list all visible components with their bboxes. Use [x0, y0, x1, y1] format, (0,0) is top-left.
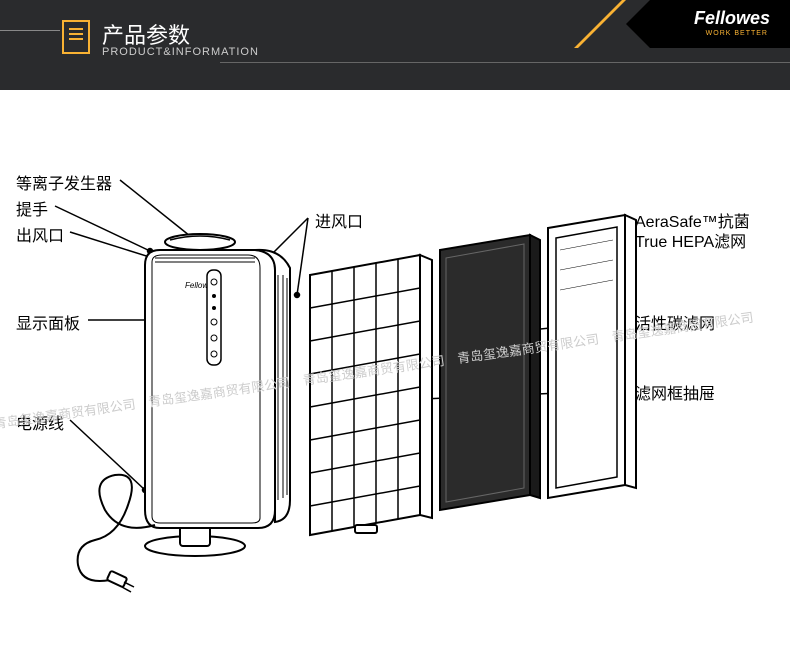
diagram-svg: Fellowes [0, 90, 790, 645]
section-title-en: PRODUCT&INFORMATION [102, 46, 259, 58]
label-carbon: 活性碳滤网 [635, 310, 715, 334]
label-drawer: 滤网框抽屉 [635, 380, 715, 404]
exploded-diagram: Fellowes [0, 90, 790, 645]
hepa-filter [548, 215, 636, 498]
label-ionizer: 等离子发生器 [16, 170, 112, 194]
brand-banner: Fellowes WORK BETTER [650, 0, 790, 48]
header-bar: 产品参数 PRODUCT&INFORMATION Fellowes WORK B… [0, 0, 790, 90]
document-icon [62, 20, 90, 54]
label-air-inlet: 进风口 [315, 208, 363, 232]
brand-tagline: WORK BETTER [706, 30, 768, 37]
header-divider-right [220, 62, 790, 63]
label-power-cord: 电源线 [16, 410, 64, 434]
label-air-outlet: 出风口 [16, 222, 64, 246]
purifier-body: Fellowes [145, 234, 290, 556]
header-divider-left [0, 30, 60, 31]
label-display-panel: 显示面板 [16, 310, 80, 334]
filter-drawer [310, 255, 432, 535]
brand-logo-text: Fellowes [694, 8, 770, 29]
carbon-filter [440, 235, 540, 510]
label-handle: 提手 [16, 196, 48, 220]
label-hepa-2: True HEPA滤网 [635, 228, 746, 252]
